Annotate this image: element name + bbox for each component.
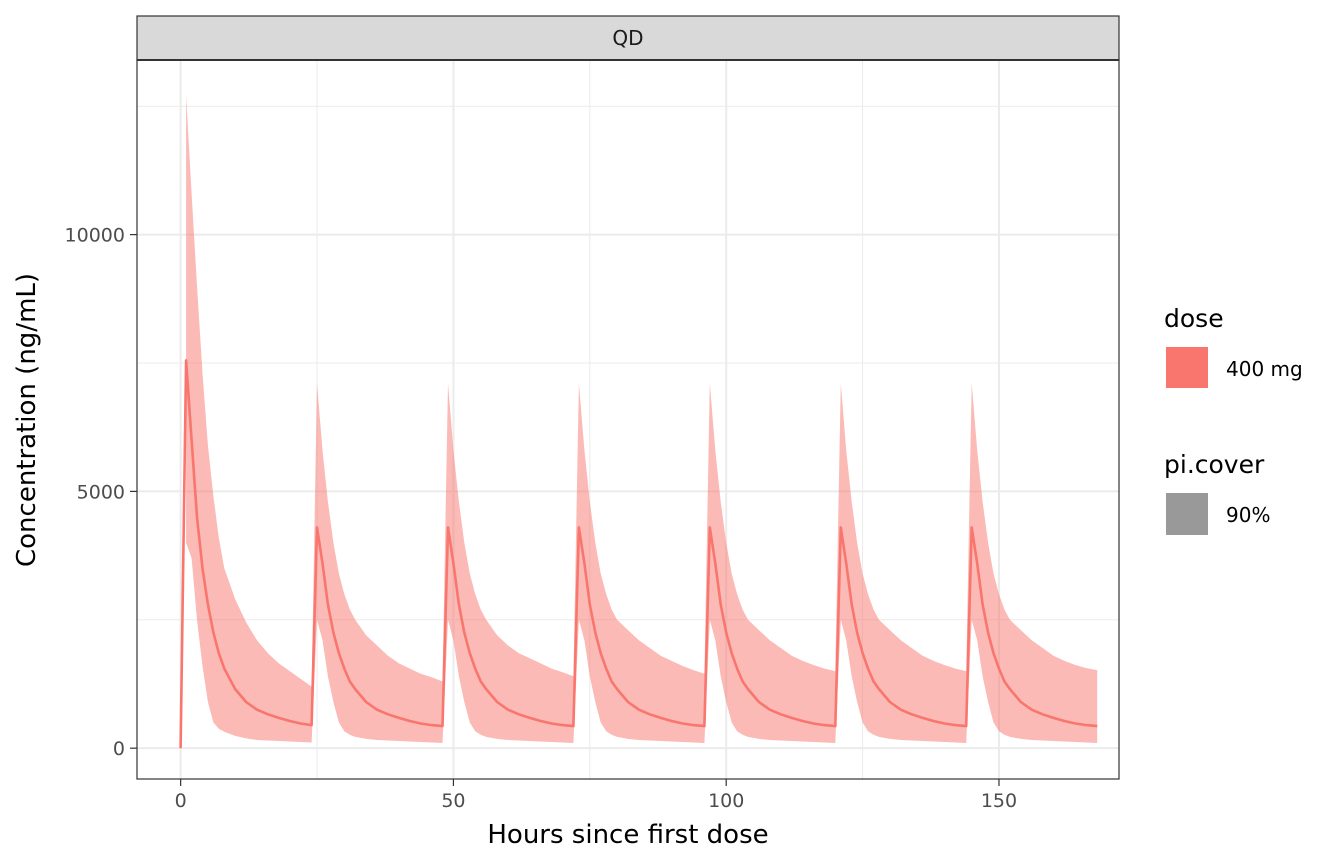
legend-label-90pct: 90%	[1226, 503, 1270, 527]
facet-strip	[136, 15, 1120, 61]
x-tick-label: 150	[981, 790, 1017, 812]
pi-band-area	[186, 96, 1098, 743]
legend: dose 400 mg pi.cover 90%	[1164, 304, 1303, 535]
legend-key-400mg	[1166, 347, 1208, 388]
x-tick-label: 0	[175, 790, 187, 812]
prediction-interval-band	[186, 96, 1098, 743]
legend-title-pi-cover: pi.cover	[1164, 450, 1265, 479]
legend-label-400mg: 400 mg	[1226, 357, 1303, 381]
y-tick-label: 10000	[65, 225, 125, 247]
x-tick-label: 100	[708, 790, 744, 812]
y-tick-label: 0	[113, 738, 125, 760]
median-line	[179, 359, 1098, 749]
y-tick-label: 5000	[77, 481, 125, 503]
facet-strip-label: QD	[612, 26, 643, 50]
x-tick-label: 50	[441, 790, 465, 812]
median-concentration-line	[179, 359, 1098, 749]
legend-title-dose: dose	[1164, 304, 1224, 333]
x-axis-ticks: 0 50 100 150	[175, 779, 1017, 812]
y-axis-title: Concentration (ng/mL)	[12, 273, 42, 567]
x-axis-title: Hours since first dose	[487, 820, 768, 850]
y-axis-ticks: 0 5000 10000	[65, 225, 137, 760]
legend-key-90pct	[1166, 493, 1208, 535]
